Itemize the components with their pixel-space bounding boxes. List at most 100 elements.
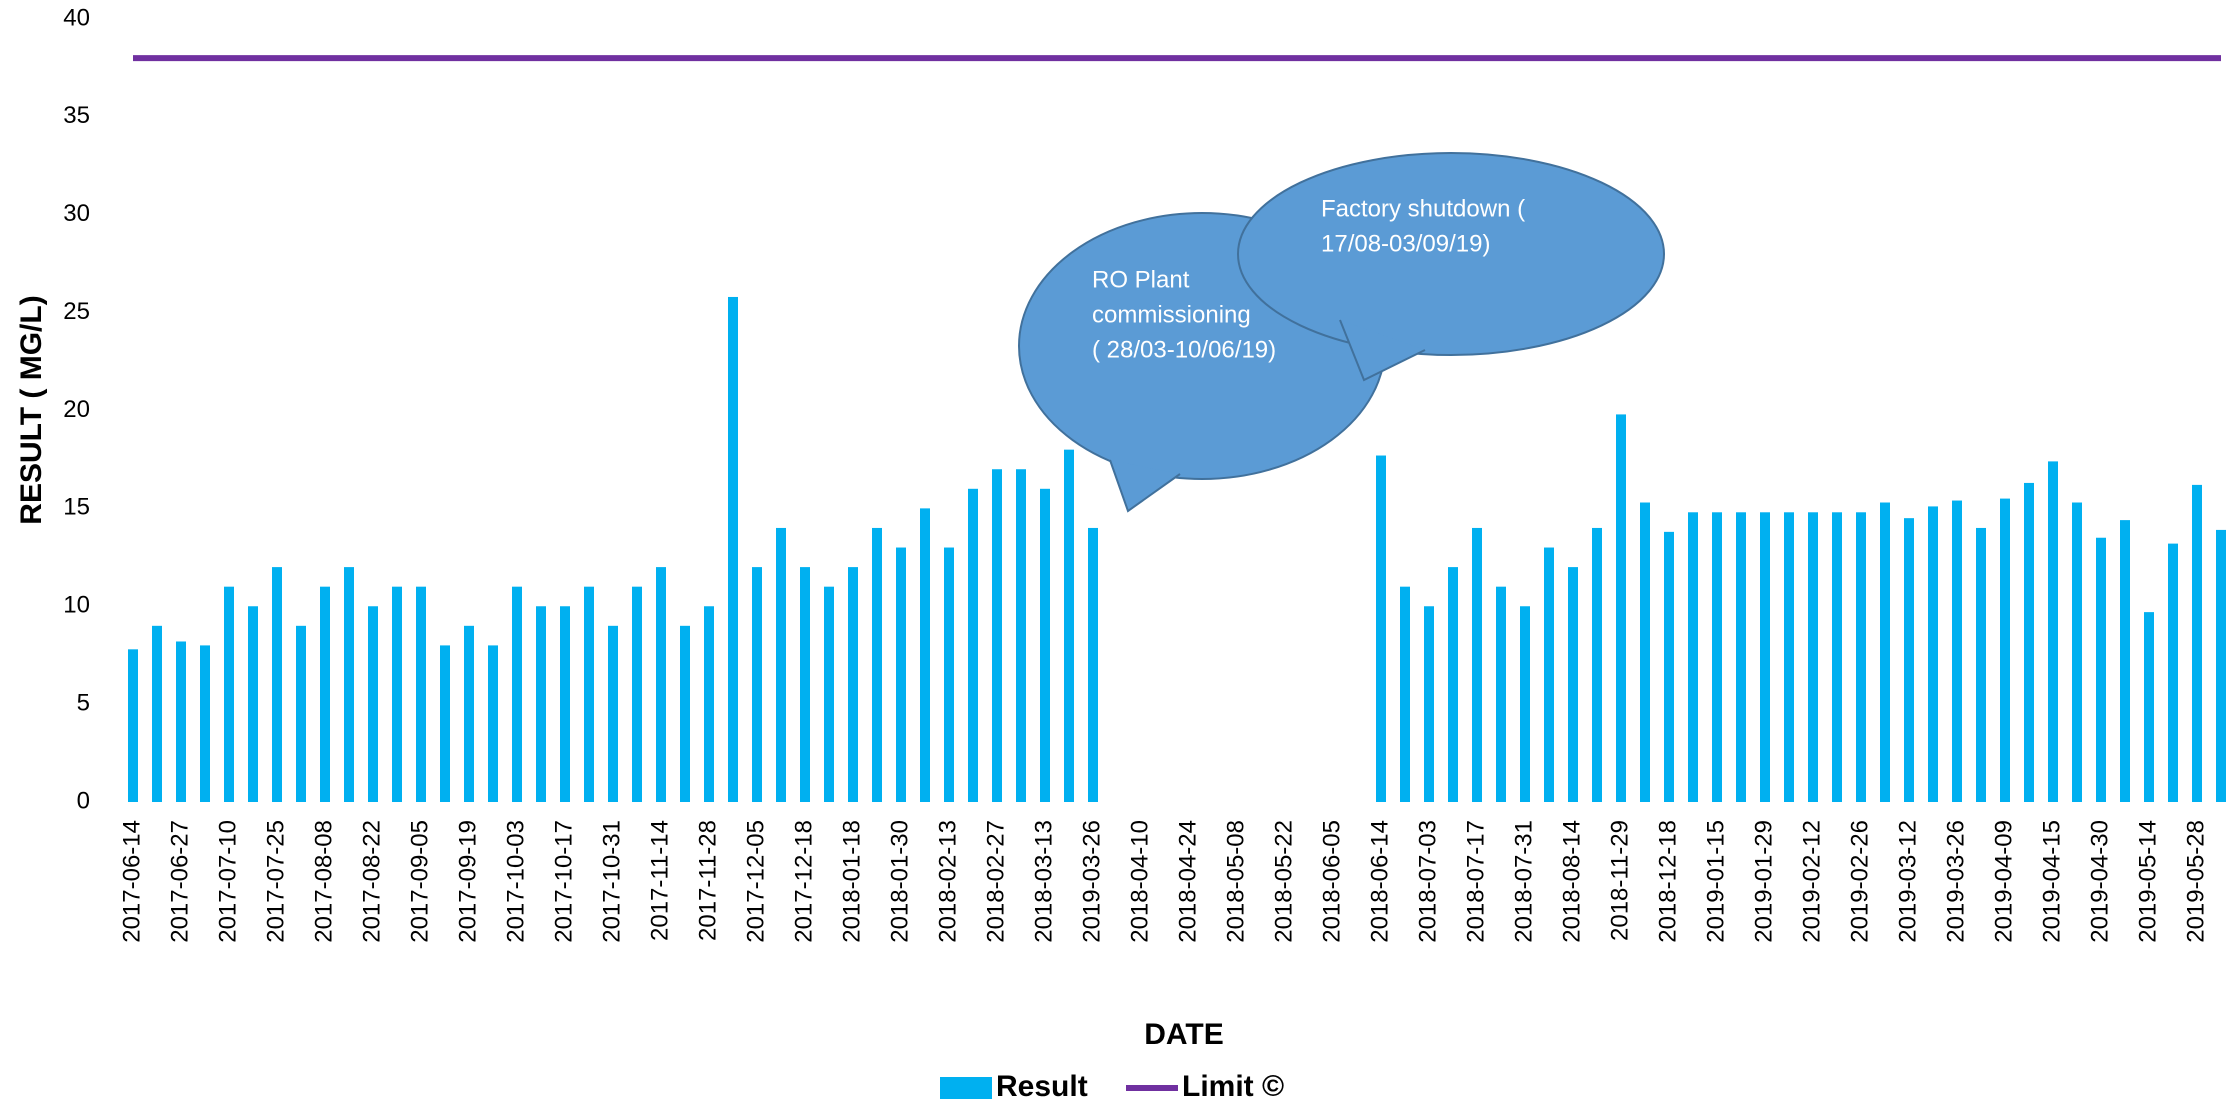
annotation-text: ( 28/03-10/06/19) [1092,336,1276,363]
x-tick-label: 2018-07-03 [1414,820,1441,943]
bar [2144,612,2154,802]
y-tick-label: 0 [77,787,90,814]
bar [464,625,474,802]
bar [176,641,186,802]
x-tick-label: 2018-03-13 [1030,820,1057,943]
bar [1880,502,1890,802]
x-tick-label: 2017-07-25 [262,820,289,943]
x-tick-label: 2017-10-03 [502,820,529,943]
bar [1544,547,1554,802]
bar [632,586,642,802]
y-tick-label: 25 [63,298,90,325]
bar [776,527,786,802]
y-tick-label: 40 [63,4,90,31]
bar [944,547,954,802]
x-tick-label: 2017-09-19 [454,820,481,943]
bar [1712,512,1722,802]
y-tick-label: 35 [63,102,90,129]
bar [1472,527,1482,802]
callout-factory-shutdown [1237,152,1665,382]
x-tick-label: 2017-12-05 [742,820,769,943]
bar [1664,531,1674,802]
bar [1400,586,1410,802]
bar [1424,606,1434,802]
bar [2168,543,2178,802]
x-tick-label: 2018-07-31 [1510,820,1537,943]
bar [272,567,282,802]
bar [368,606,378,802]
bar [968,488,978,802]
bar [488,645,498,802]
bar [2096,537,2106,802]
x-tick-label: 2019-03-12 [1894,820,1921,943]
x-tick-label: 2018-11-29 [1606,820,1633,941]
bar [1448,567,1458,802]
bar [1976,527,1986,802]
y-tick-label: 10 [63,592,90,619]
bar [872,527,882,802]
x-tick-label: 2017-10-31 [598,820,625,943]
bar [1088,527,1098,802]
bar [680,625,690,802]
x-tick-label: 2017-09-05 [406,820,433,943]
bar [824,586,834,802]
bar [1040,488,1050,802]
x-tick-label: 2019-02-26 [1846,820,1873,943]
bar [416,586,426,802]
x-tick-label: 2019-04-15 [2038,820,2065,943]
bar [1568,567,1578,802]
x-tick-label: 2019-03-26 [1078,820,1105,943]
x-tick-label: 2018-01-18 [838,820,865,943]
bar [752,567,762,802]
bar [2024,482,2034,802]
x-tick-label: 2019-04-30 [2086,820,2113,943]
bar [224,586,234,802]
bar [536,606,546,802]
x-tick-label: 2018-06-14 [1366,820,1393,943]
x-tick-label: 2019-05-14 [2134,820,2161,943]
x-tick-label: 2018-01-30 [886,820,913,943]
y-tick-label: 20 [63,396,90,423]
x-tick-label: 2017-11-14 [646,820,673,941]
legend-label: Result [996,1070,1088,1103]
bar [1736,512,1746,802]
bar [1640,502,1650,802]
bar [128,649,138,802]
y-tick-label: 5 [77,689,90,716]
bar [1688,512,1698,802]
legend-label: Limit © [1182,1070,1284,1103]
annotation-text: RO Plant [1092,266,1190,293]
bar [608,625,618,802]
bar [1016,469,1026,802]
bar [920,508,930,802]
bar [1520,606,1530,802]
bar [440,645,450,802]
x-tick-label: 2018-04-24 [1174,820,1201,943]
bar [728,296,738,802]
bar [512,586,522,802]
x-tick-label: 2017-10-17 [550,820,577,943]
x-axis-title: DATE [1144,1018,1223,1051]
x-tick-label: 2018-05-22 [1270,820,1297,943]
bar [1808,512,1818,802]
annotation-text: Factory shutdown ( [1321,195,1525,222]
x-tick-label: 2017-06-27 [166,820,193,943]
legend-swatch [940,1077,992,1099]
bar [560,606,570,802]
x-tick-label: 2019-03-26 [1942,820,1969,943]
annotation-text: commissioning [1092,301,1251,328]
bar [152,625,162,802]
bar [2048,461,2058,802]
bar [344,567,354,802]
x-tick-label: 2018-04-10 [1126,820,1153,943]
bar [1832,512,1842,802]
x-tick-label: 2017-07-10 [214,820,241,943]
bar [896,547,906,802]
bar [200,645,210,802]
bar [1064,449,1074,802]
x-tick-label: 2018-02-27 [982,820,1009,943]
bar [1616,414,1626,802]
bar [704,606,714,802]
x-tick-label: 2019-02-12 [1798,820,1825,943]
